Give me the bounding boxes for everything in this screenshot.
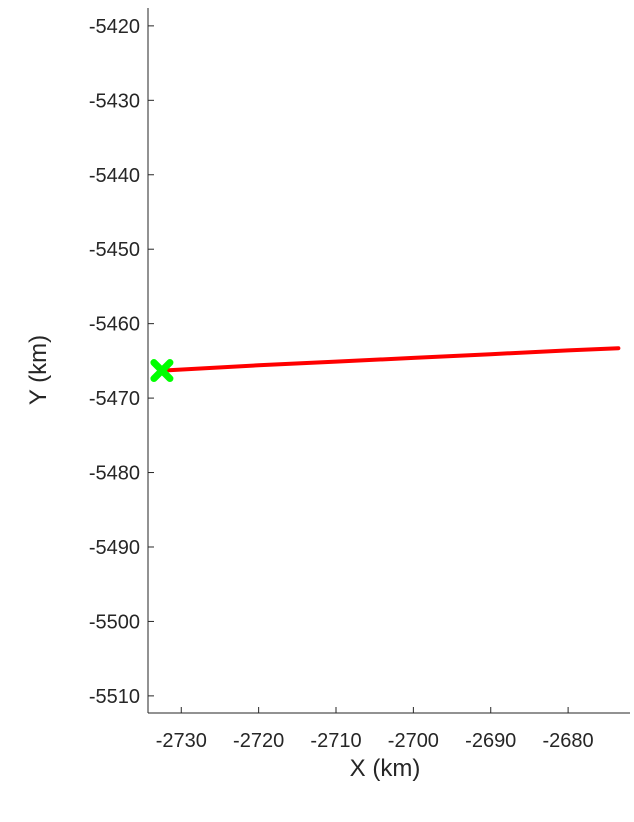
start-marker — [150, 359, 174, 383]
x-axis-label: X (km) — [350, 755, 421, 782]
x-tick-label: -2690 — [465, 730, 516, 752]
y-tick-label: -5480 — [89, 463, 140, 485]
y-axis-label: Y (km) — [25, 335, 52, 405]
y-tick-label: -5420 — [89, 16, 140, 38]
y-tick-label: -5510 — [89, 686, 140, 708]
x-tick-label: -2730 — [156, 730, 207, 752]
y-tick-label: -5490 — [89, 537, 140, 559]
x-tick-label: -2710 — [310, 730, 361, 752]
y-tick-label: -5460 — [89, 314, 140, 336]
start-marker-stroke — [150, 359, 174, 383]
series-line — [159, 346, 621, 373]
y-tick-label: -5450 — [89, 239, 140, 261]
y-tick-label: -5470 — [89, 388, 140, 410]
y-tick-label: -5500 — [89, 611, 140, 633]
x-tick-label: -2680 — [543, 730, 594, 752]
axes: -2730 -2720 -2710 -2700 -2690 -2680 -5420 -5430… — [89, 8, 630, 752]
y-tick-label: -5440 — [89, 165, 140, 187]
plot-area — [150, 346, 621, 383]
x-tick-label: -2700 — [388, 730, 439, 752]
y-tick-label: -5430 — [89, 90, 140, 112]
x-tick-label: -2720 — [233, 730, 284, 752]
